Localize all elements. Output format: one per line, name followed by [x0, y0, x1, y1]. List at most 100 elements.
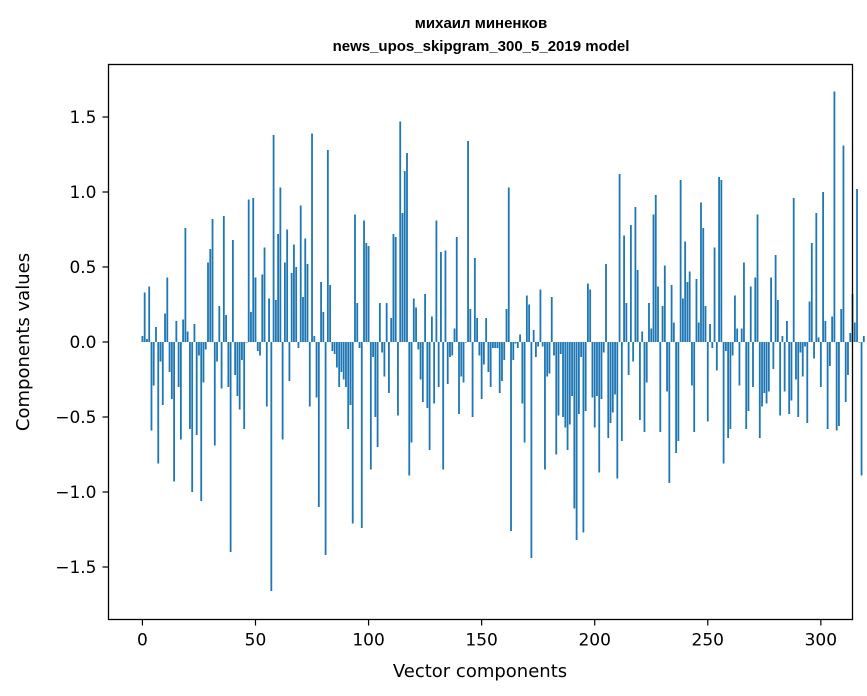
bar: [333, 342, 336, 354]
bar: [331, 342, 334, 351]
bar: [184, 228, 187, 342]
y-tick-label: −1.0: [55, 483, 96, 503]
bar: [356, 303, 359, 342]
bar: [677, 342, 680, 441]
bar: [485, 318, 488, 342]
bar: [752, 342, 754, 387]
bar: [458, 342, 460, 414]
bar: [514, 342, 517, 344]
bar: [577, 342, 580, 414]
bar: [313, 336, 316, 342]
bar: [862, 336, 865, 342]
bar: [195, 342, 198, 435]
bar: [729, 342, 732, 429]
bar: [243, 342, 246, 429]
bar: [408, 342, 411, 476]
bar: [530, 342, 533, 558]
bar: [198, 342, 200, 356]
bar: [155, 327, 157, 342]
bar: [695, 279, 698, 342]
bar: [826, 342, 829, 429]
bar: [790, 342, 793, 401]
bar: [724, 342, 727, 351]
bar: [501, 342, 503, 381]
bar: [849, 333, 852, 342]
bar: [557, 342, 560, 416]
bar: [562, 342, 564, 417]
bar: [225, 315, 227, 342]
bar: [236, 342, 239, 396]
bar: [482, 342, 485, 365]
bar: [383, 342, 386, 377]
bar: [388, 342, 390, 393]
bar: [844, 342, 847, 402]
bar: [661, 306, 664, 342]
bar: [715, 342, 718, 371]
bar: [541, 342, 544, 347]
chart-title-line2: news_upos_skipgram_300_5_2019 model: [333, 38, 630, 55]
bar: [602, 342, 605, 353]
bar: [532, 330, 535, 342]
bar: [376, 342, 379, 447]
bar: [471, 342, 474, 417]
bar: [433, 342, 436, 404]
bar: [738, 342, 741, 386]
bar: [779, 342, 782, 416]
bar: [598, 342, 601, 473]
bar: [627, 342, 630, 375]
bar: [317, 342, 320, 507]
bar: [523, 342, 526, 443]
y-tick-label: −1.5: [55, 558, 96, 578]
bar: [492, 342, 494, 348]
bar: [426, 342, 429, 408]
bar: [204, 342, 207, 350]
bar: [299, 205, 302, 342]
bar: [290, 273, 293, 342]
bar: [421, 342, 424, 402]
y-tick-label: 0.0: [69, 333, 96, 353]
bar: [614, 342, 616, 395]
y-tick-label: 1.5: [69, 108, 96, 128]
bar: [607, 342, 610, 438]
bar: [476, 318, 479, 342]
bar: [241, 342, 243, 360]
bar: [435, 220, 438, 342]
bar: [367, 246, 370, 342]
bar: [295, 267, 298, 342]
bar: [227, 342, 230, 387]
bar: [329, 285, 332, 342]
bar: [378, 303, 381, 342]
bar: [575, 342, 578, 540]
bar: [639, 342, 641, 420]
bar: [345, 342, 347, 387]
bar: [528, 304, 531, 342]
bar: [252, 198, 255, 342]
bar: [697, 322, 700, 342]
bar: [681, 298, 684, 342]
bar: [473, 258, 476, 342]
bar: [222, 216, 225, 342]
bar: [340, 342, 343, 372]
bar: [648, 303, 650, 342]
bar: [756, 214, 759, 342]
bar: [611, 342, 614, 413]
bar: [797, 342, 800, 417]
bar: [749, 286, 752, 342]
bar: [559, 342, 562, 354]
bar: [537, 342, 540, 347]
bar: [555, 342, 558, 455]
x-tick-label: 50: [245, 631, 267, 651]
bar: [279, 187, 282, 342]
bar: [265, 342, 268, 407]
bar: [765, 342, 768, 404]
bar: [358, 342, 361, 348]
x-tick-label: 100: [352, 631, 384, 651]
bar: [277, 234, 280, 342]
bar: [720, 180, 723, 342]
bar: [270, 342, 273, 591]
bar: [521, 342, 524, 404]
bar: [146, 339, 148, 342]
bar: [747, 342, 750, 411]
bar: [189, 342, 191, 429]
